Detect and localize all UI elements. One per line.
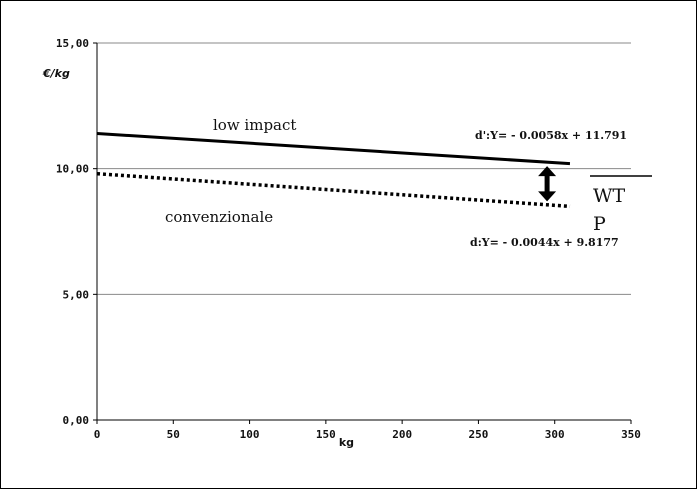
series-equation-1: d:Y= - 0.0044x + 9.8177 [470,236,619,249]
series-name-0: low impact [213,116,296,134]
x-tick-label-7: 350 [621,428,641,441]
y-axis-ticks: 0,00 5,00 10,00 15,00 [56,37,97,427]
y-tick-label-3: 15,00 [56,37,89,50]
wtp-arrow-head-top [538,166,557,177]
y-tick-label-1: 5,00 [63,288,90,301]
x-tick-label-5: 250 [468,428,488,441]
x-axis-ticks: 0 50 100 150 200 250 300 350 [94,420,641,441]
series-line-1 [96,171,571,209]
x-tick-label-6: 300 [545,428,565,441]
x-axis-label: kg [339,436,354,449]
y-tick-label-0: 0,00 [63,414,90,427]
x-tick-label-2: 100 [240,428,260,441]
axes [96,43,631,421]
x-tick-label-3: 150 [316,428,336,441]
series-lines [96,131,571,209]
grid-lines [97,42,631,421]
chart-labels: €/kg kg low impact convenzionale d':Y= - 0.0… [42,67,627,449]
series-line-0 [96,131,571,166]
wtp-annotation: WT P [538,166,652,235]
wtp-arrow-head-bottom [538,191,557,202]
wtp-label-line2: P [593,213,606,235]
y-tick-label-2: 10,00 [56,163,89,176]
wtp-label-line1: WT [593,185,626,207]
series-equation-0: d':Y= - 0.0058x + 11.791 [475,129,627,142]
x-tick-label-1: 50 [167,428,180,441]
x-tick-label-0: 0 [94,428,101,441]
series-name-1: convenzionale [165,208,273,226]
y-axis-label: €/kg [42,67,70,80]
x-tick-label-4: 200 [392,428,412,441]
